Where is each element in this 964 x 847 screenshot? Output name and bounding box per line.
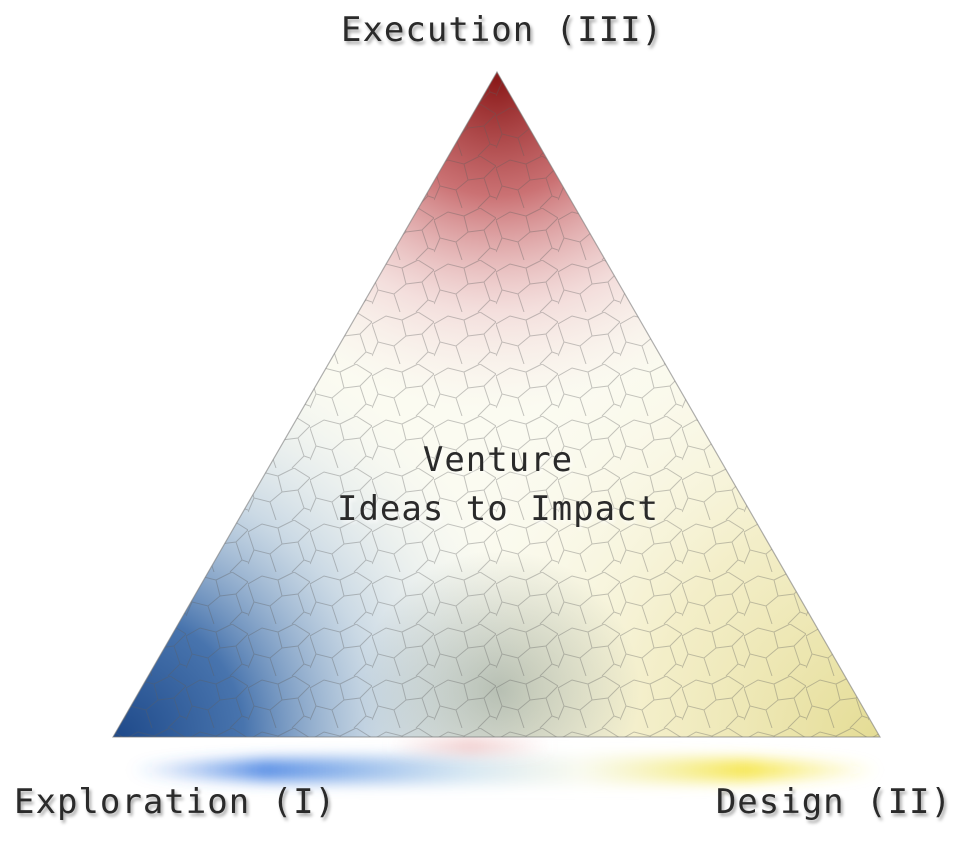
vertex-label-execution: Execution (III) — [340, 10, 664, 50]
bottom-glow — [130, 738, 880, 784]
center-title: Venture — [422, 440, 574, 480]
triangle-body — [113, 72, 880, 737]
center-subtitle: Ideas to Impact — [336, 489, 660, 529]
vertex-label-exploration: Exploration (I) — [14, 782, 337, 822]
vertex-label-design: Design (II) — [715, 782, 952, 822]
triangle-outline — [111, 70, 882, 738]
